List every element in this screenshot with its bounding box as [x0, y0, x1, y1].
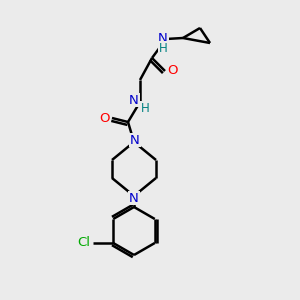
Text: H: H	[159, 41, 167, 55]
Text: O: O	[167, 64, 177, 77]
Text: N: N	[129, 191, 139, 205]
Text: O: O	[100, 112, 110, 124]
Text: N: N	[158, 32, 168, 44]
Text: N: N	[130, 134, 140, 146]
Text: N: N	[129, 94, 139, 106]
Text: Cl: Cl	[78, 236, 91, 250]
Text: H: H	[141, 101, 149, 115]
